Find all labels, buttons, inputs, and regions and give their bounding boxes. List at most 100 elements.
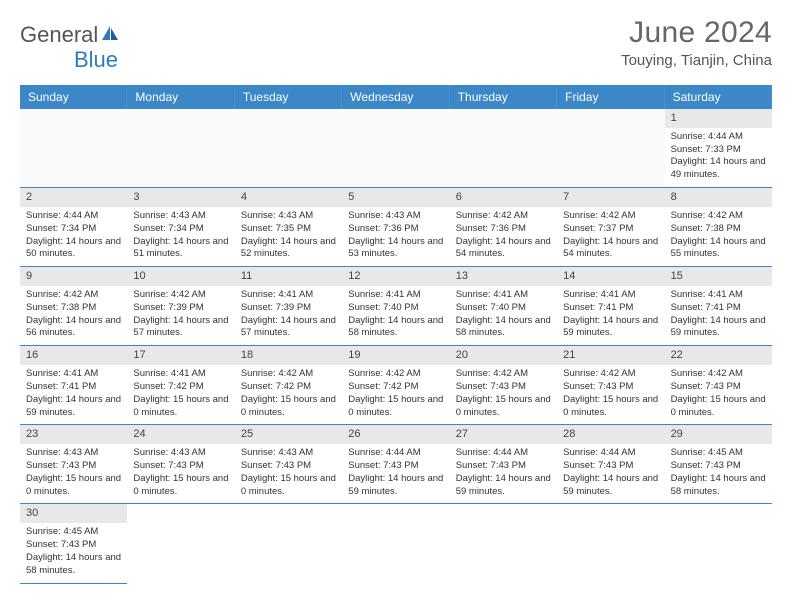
sunset-text: Sunset: 7:37 PM	[563, 223, 658, 236]
sunset-text: Sunset: 7:43 PM	[671, 381, 766, 394]
sunrise-text: Sunrise: 4:42 AM	[671, 210, 766, 223]
daylight-text: Daylight: 15 hours and 0 minutes.	[456, 394, 551, 420]
day-details: Sunrise: 4:44 AMSunset: 7:43 PMDaylight:…	[450, 444, 557, 503]
calendar-cell: 20Sunrise: 4:42 AMSunset: 7:43 PMDayligh…	[450, 346, 557, 425]
day-details: Sunrise: 4:41 AMSunset: 7:42 PMDaylight:…	[127, 365, 234, 424]
calendar-cell	[450, 109, 557, 188]
day-number: 21	[557, 346, 664, 365]
day-details: Sunrise: 4:43 AMSunset: 7:34 PMDaylight:…	[127, 207, 234, 266]
day-details: Sunrise: 4:41 AMSunset: 7:40 PMDaylight:…	[450, 286, 557, 345]
daylight-text: Daylight: 14 hours and 50 minutes.	[26, 236, 121, 262]
sunrise-text: Sunrise: 4:44 AM	[563, 447, 658, 460]
weekday-wednesday: Wednesday	[342, 85, 449, 109]
day-number: 18	[235, 346, 342, 365]
day-details: Sunrise: 4:45 AMSunset: 7:43 PMDaylight:…	[665, 444, 772, 503]
calendar-cell: 28Sunrise: 4:44 AMSunset: 7:43 PMDayligh…	[557, 425, 664, 504]
sunrise-text: Sunrise: 4:41 AM	[241, 289, 336, 302]
daylight-text: Daylight: 14 hours and 53 minutes.	[348, 236, 443, 262]
daylight-text: Daylight: 15 hours and 0 minutes.	[563, 394, 658, 420]
calendar-cell: 4Sunrise: 4:43 AMSunset: 7:35 PMDaylight…	[235, 188, 342, 267]
daylight-text: Daylight: 14 hours and 56 minutes.	[26, 315, 121, 341]
daylight-text: Daylight: 14 hours and 59 minutes.	[563, 473, 658, 499]
day-details: Sunrise: 4:42 AMSunset: 7:43 PMDaylight:…	[557, 365, 664, 424]
daylight-text: Daylight: 14 hours and 58 minutes.	[348, 315, 443, 341]
day-details: Sunrise: 4:44 AMSunset: 7:34 PMDaylight:…	[20, 207, 127, 266]
sunset-text: Sunset: 7:43 PM	[563, 460, 658, 473]
calendar-cell: 23Sunrise: 4:43 AMSunset: 7:43 PMDayligh…	[20, 425, 127, 504]
day-details: Sunrise: 4:43 AMSunset: 7:36 PMDaylight:…	[342, 207, 449, 266]
calendar-cell: 5Sunrise: 4:43 AMSunset: 7:36 PMDaylight…	[342, 188, 449, 267]
day-number: 16	[20, 346, 127, 365]
day-details: Sunrise: 4:43 AMSunset: 7:43 PMDaylight:…	[235, 444, 342, 503]
sunset-text: Sunset: 7:39 PM	[241, 302, 336, 315]
calendar-cell: 15Sunrise: 4:41 AMSunset: 7:41 PMDayligh…	[665, 267, 772, 346]
sunset-text: Sunset: 7:38 PM	[26, 302, 121, 315]
calendar-grid: 1Sunrise: 4:44 AMSunset: 7:33 PMDaylight…	[20, 109, 772, 584]
sunset-text: Sunset: 7:42 PM	[348, 381, 443, 394]
sunrise-text: Sunrise: 4:41 AM	[456, 289, 551, 302]
calendar-cell: 11Sunrise: 4:41 AMSunset: 7:39 PMDayligh…	[235, 267, 342, 346]
day-details: Sunrise: 4:43 AMSunset: 7:43 PMDaylight:…	[20, 444, 127, 503]
sunrise-text: Sunrise: 4:43 AM	[26, 447, 121, 460]
calendar-cell	[557, 109, 664, 188]
sunrise-text: Sunrise: 4:44 AM	[671, 131, 766, 144]
sunset-text: Sunset: 7:34 PM	[133, 223, 228, 236]
day-details: Sunrise: 4:41 AMSunset: 7:41 PMDaylight:…	[557, 286, 664, 345]
daylight-text: Daylight: 15 hours and 0 minutes.	[133, 394, 228, 420]
calendar-cell: 21Sunrise: 4:42 AMSunset: 7:43 PMDayligh…	[557, 346, 664, 425]
daylight-text: Daylight: 14 hours and 57 minutes.	[133, 315, 228, 341]
day-number: 15	[665, 267, 772, 286]
day-details: Sunrise: 4:44 AMSunset: 7:33 PMDaylight:…	[665, 128, 772, 187]
day-number: 1	[665, 109, 772, 128]
calendar-cell: 10Sunrise: 4:42 AMSunset: 7:39 PMDayligh…	[127, 267, 234, 346]
sunrise-text: Sunrise: 4:42 AM	[671, 368, 766, 381]
calendar-cell	[235, 109, 342, 188]
day-details: Sunrise: 4:42 AMSunset: 7:38 PMDaylight:…	[665, 207, 772, 266]
calendar-cell: 30Sunrise: 4:45 AMSunset: 7:43 PMDayligh…	[20, 504, 127, 583]
daylight-text: Daylight: 14 hours and 59 minutes.	[348, 473, 443, 499]
day-details: Sunrise: 4:42 AMSunset: 7:38 PMDaylight:…	[20, 286, 127, 345]
daylight-text: Daylight: 14 hours and 59 minutes.	[26, 394, 121, 420]
day-number: 8	[665, 188, 772, 207]
sunset-text: Sunset: 7:43 PM	[26, 539, 121, 552]
calendar-cell: 17Sunrise: 4:41 AMSunset: 7:42 PMDayligh…	[127, 346, 234, 425]
day-number: 17	[127, 346, 234, 365]
daylight-text: Daylight: 14 hours and 58 minutes.	[671, 473, 766, 499]
sunrise-text: Sunrise: 4:45 AM	[26, 526, 121, 539]
day-number: 20	[450, 346, 557, 365]
sunrise-text: Sunrise: 4:44 AM	[26, 210, 121, 223]
day-details: Sunrise: 4:42 AMSunset: 7:37 PMDaylight:…	[557, 207, 664, 266]
sunrise-text: Sunrise: 4:42 AM	[456, 368, 551, 381]
day-details: Sunrise: 4:41 AMSunset: 7:39 PMDaylight:…	[235, 286, 342, 345]
day-details: Sunrise: 4:41 AMSunset: 7:40 PMDaylight:…	[342, 286, 449, 345]
sunrise-text: Sunrise: 4:42 AM	[456, 210, 551, 223]
weekday-friday: Friday	[557, 85, 664, 109]
calendar-cell: 6Sunrise: 4:42 AMSunset: 7:36 PMDaylight…	[450, 188, 557, 267]
day-number: 4	[235, 188, 342, 207]
day-details: Sunrise: 4:42 AMSunset: 7:42 PMDaylight:…	[342, 365, 449, 424]
day-number: 11	[235, 267, 342, 286]
daylight-text: Daylight: 14 hours and 52 minutes.	[241, 236, 336, 262]
calendar-cell: 2Sunrise: 4:44 AMSunset: 7:34 PMDaylight…	[20, 188, 127, 267]
day-number: 26	[342, 425, 449, 444]
calendar-cell	[127, 504, 234, 583]
sunrise-text: Sunrise: 4:43 AM	[348, 210, 443, 223]
calendar-cell: 16Sunrise: 4:41 AMSunset: 7:41 PMDayligh…	[20, 346, 127, 425]
sunrise-text: Sunrise: 4:42 AM	[563, 210, 658, 223]
logo-text-general: General	[20, 22, 98, 48]
day-details: Sunrise: 4:45 AMSunset: 7:43 PMDaylight:…	[20, 523, 127, 582]
calendar-cell	[20, 109, 127, 188]
sunset-text: Sunset: 7:43 PM	[348, 460, 443, 473]
daylight-text: Daylight: 15 hours and 0 minutes.	[241, 473, 336, 499]
sunrise-text: Sunrise: 4:43 AM	[133, 447, 228, 460]
calendar-cell: 9Sunrise: 4:42 AMSunset: 7:38 PMDaylight…	[20, 267, 127, 346]
sunrise-text: Sunrise: 4:43 AM	[241, 210, 336, 223]
calendar-cell: 24Sunrise: 4:43 AMSunset: 7:43 PMDayligh…	[127, 425, 234, 504]
day-number: 27	[450, 425, 557, 444]
sunset-text: Sunset: 7:43 PM	[671, 460, 766, 473]
day-number: 30	[20, 504, 127, 523]
sunrise-text: Sunrise: 4:41 AM	[348, 289, 443, 302]
sunset-text: Sunset: 7:42 PM	[133, 381, 228, 394]
weekday-monday: Monday	[127, 85, 234, 109]
sunset-text: Sunset: 7:34 PM	[26, 223, 121, 236]
